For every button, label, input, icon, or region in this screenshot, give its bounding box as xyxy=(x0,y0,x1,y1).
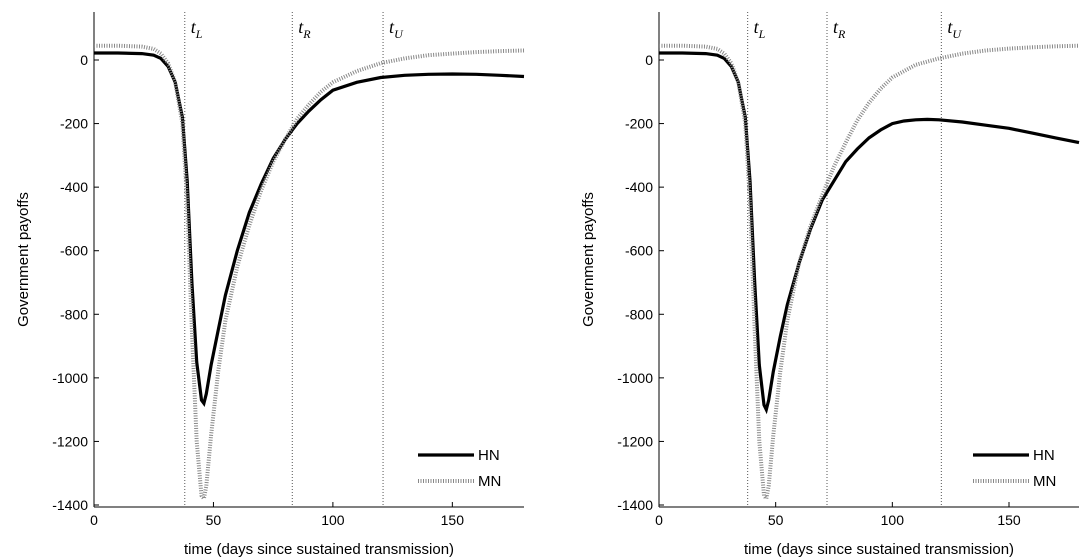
y-tick-label: -800 xyxy=(625,306,653,322)
x-tick-label: 150 xyxy=(997,512,1021,528)
x-tick-label: 100 xyxy=(881,512,905,528)
legend-label-mn: MN xyxy=(478,473,501,490)
x-axis-label: time (days since sustained transmission) xyxy=(184,541,454,558)
marker-label: tU xyxy=(389,17,404,41)
marker-label: tR xyxy=(833,17,846,41)
legend-label-hn: HN xyxy=(478,447,500,464)
x-axis-label: time (days since sustained transmission) xyxy=(744,541,1014,558)
legend: HN MN xyxy=(973,447,1056,490)
y-tick-label: -600 xyxy=(625,243,653,259)
marker-label-sub: L xyxy=(195,27,203,41)
y-tick-label: -600 xyxy=(60,243,88,259)
x-tick-label: 0 xyxy=(655,512,663,528)
x-tick-label: 50 xyxy=(768,512,784,528)
y-tick-label: -1000 xyxy=(52,370,88,386)
marker-label-sub: R xyxy=(302,27,311,41)
y-tick-label: -200 xyxy=(625,116,653,132)
y-tick-label: -200 xyxy=(60,116,88,132)
x-tick-label: 50 xyxy=(206,512,222,528)
marker-label-sub: U xyxy=(394,27,404,41)
marker-label-base: t xyxy=(298,17,304,37)
y-tick-label: -1200 xyxy=(52,433,88,449)
marker-label: tU xyxy=(947,17,962,41)
marker-label-base: t xyxy=(191,17,197,37)
x-tick-label: 0 xyxy=(90,512,98,528)
marker-label: tL xyxy=(191,17,203,41)
y-tick-label: -1400 xyxy=(617,497,653,513)
y-tick-label: -1200 xyxy=(617,433,653,449)
marker-label-sub: L xyxy=(758,27,766,41)
marker-label: tR xyxy=(298,17,311,41)
marker-label-sub: U xyxy=(952,27,962,41)
y-tick-label: -400 xyxy=(625,179,653,195)
y-tick-label: -1400 xyxy=(52,497,88,513)
marker-label-sub: R xyxy=(837,27,846,41)
series-line-hn xyxy=(94,51,525,407)
y-tick-label: 0 xyxy=(80,52,88,68)
marker-label-base: t xyxy=(389,17,395,37)
y-tick-label: 0 xyxy=(645,52,653,68)
y-axis-label: Government payoffs xyxy=(580,192,597,327)
x-tick-label: 100 xyxy=(321,512,345,528)
legend-label-hn: HN xyxy=(1033,447,1055,464)
legend: HN MN xyxy=(418,447,501,490)
marker-label-base: t xyxy=(833,17,839,37)
y-tick-label: -800 xyxy=(60,306,88,322)
y-tick-label: -1000 xyxy=(617,370,653,386)
marker-label-base: t xyxy=(754,17,760,37)
x-tick-label: 150 xyxy=(441,512,465,528)
series-line-mn xyxy=(659,43,1080,504)
series-line-mn xyxy=(94,43,525,504)
marker-label: tL xyxy=(754,17,766,41)
legend-label-mn: MN xyxy=(1033,473,1056,490)
y-tick-label: -400 xyxy=(60,179,88,195)
y-axis-label: Government payoffs xyxy=(15,192,32,327)
marker-label-base: t xyxy=(947,17,953,37)
